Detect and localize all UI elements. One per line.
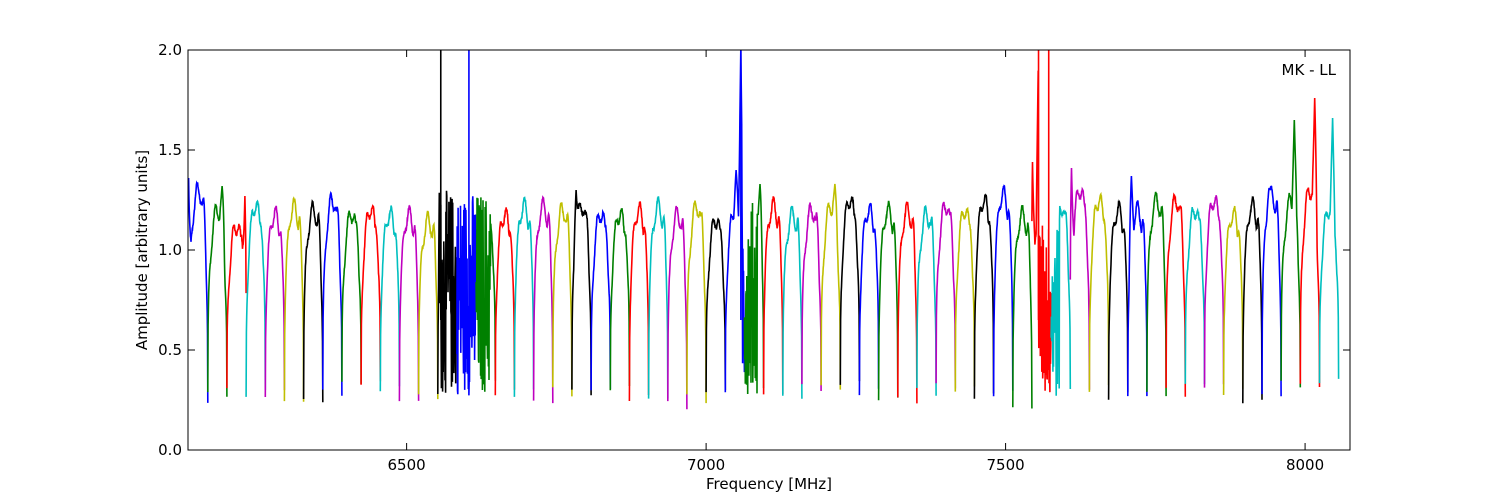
series-line-channel-42 (973, 193, 995, 399)
series-line-channel-10 (360, 203, 382, 385)
y-tick-label: 0.5 (158, 341, 182, 359)
series-line-channel-40 (935, 201, 957, 389)
series-line-channel-56 (1242, 195, 1263, 404)
series-line-channel-9 (341, 210, 362, 384)
series-line-channel-15 (456, 196, 477, 396)
series-line-channel-58 (1280, 119, 1302, 388)
series-line-channel-59 (1299, 97, 1321, 388)
series-line-channel-35 (839, 196, 861, 385)
series-line-channel-7 (302, 199, 324, 403)
y-tick-label: 1.0 (158, 241, 182, 259)
x-axis-label: Frequency [MHz] (706, 475, 832, 493)
series-line-channel-43 (992, 184, 1014, 397)
ticks-layer: 6500 7000 7500 8000 0.0 0.5 1.0 1.5 2.0 (158, 41, 1350, 474)
series-line-channel-38 (897, 201, 918, 404)
series-line-channel-50 (1127, 175, 1148, 397)
series-line-channel-11 (379, 205, 401, 392)
y-tick-label: 2.0 (158, 41, 182, 59)
series-line-channel-28 (705, 217, 727, 393)
series-line-channel-25 (647, 196, 669, 399)
series-line-channel-12 (398, 204, 420, 402)
series-line-channel-26 (667, 205, 688, 410)
series-line-channel-19 (532, 195, 554, 404)
series-line-channel-33 (801, 202, 822, 392)
series-line-channel-47 (1069, 167, 1091, 390)
series-line-channel-22 (590, 208, 612, 391)
x-tick-label: 7500 (986, 456, 1024, 474)
series-line-channel-53 (1184, 207, 1206, 385)
series-line-channel-54 (1203, 195, 1225, 388)
series-line-channel-3 (226, 195, 247, 389)
y-axis-label: Amplitude [arbitrary units] (133, 150, 151, 350)
series-line-channel-55 (1222, 205, 1244, 396)
series-line-channel-32 (782, 205, 803, 399)
series-line-channel-46 (1050, 205, 1072, 396)
series-line-channel-2 (207, 185, 228, 397)
series-line-channel-44 (1012, 205, 1033, 409)
series-line-channel-27 (686, 200, 707, 404)
series-line-channel-41 (954, 206, 976, 392)
series-layer (188, 50, 1340, 410)
series-line-channel-24 (628, 201, 650, 402)
series-line-channel-1 (188, 177, 209, 403)
series-line-channel-8 (322, 190, 343, 396)
series-line-channel-48 (1088, 191, 1110, 392)
series-line-channel-4 (245, 199, 267, 397)
series-line-channel-30 (743, 183, 765, 395)
series-line-channel-34 (820, 183, 842, 390)
series-line-channel-6 (283, 196, 305, 402)
series-line-channel-23 (609, 208, 631, 391)
series-line-channel-21 (571, 189, 592, 396)
annotation-label: MK - LL (1282, 61, 1337, 79)
series-line-channel-17 (494, 207, 516, 396)
x-tick-label: 7000 (687, 456, 725, 474)
y-tick-label: 1.5 (158, 141, 182, 159)
series-line-channel-16 (475, 197, 497, 392)
series-line-channel-45 (1031, 70, 1052, 393)
series-line-channel-31 (762, 196, 784, 395)
series-line-channel-60 (1318, 117, 1340, 384)
series-line-channel-20 (552, 202, 573, 397)
x-tick-label: 6500 (388, 456, 426, 474)
series-line-channel-37 (877, 200, 899, 401)
series-line-channel-57 (1261, 185, 1282, 397)
series-line-channel-5 (264, 205, 286, 398)
series-line-channel-13 (417, 210, 439, 400)
x-tick-label: 8000 (1286, 456, 1324, 474)
series-line-channel-49 (1107, 199, 1129, 400)
series-line-channel-52 (1165, 192, 1187, 397)
series-line-channel-36 (858, 202, 880, 396)
series-line-channel-18 (513, 196, 535, 397)
series-line-channel-51 (1146, 191, 1167, 397)
y-tick-label: 0.0 (158, 441, 182, 459)
series-line-channel-39 (916, 204, 937, 396)
